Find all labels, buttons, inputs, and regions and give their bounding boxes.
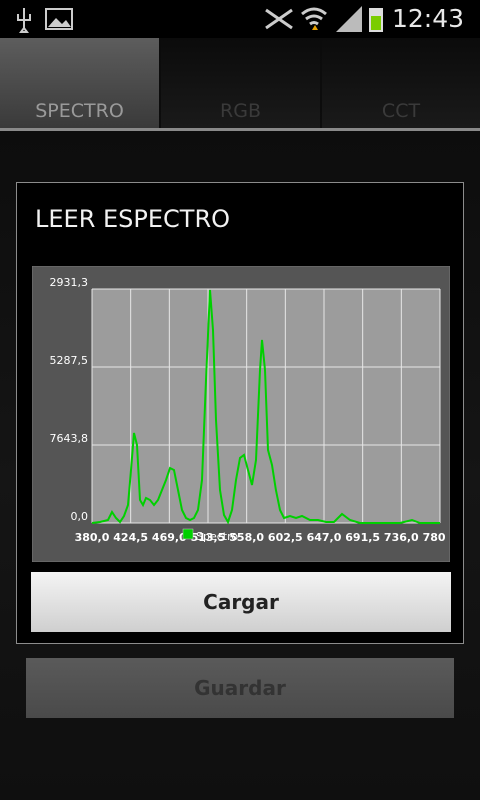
x-tick-label: 380,0 (75, 531, 110, 544)
y-tick-label: 15287,5 (43, 354, 89, 367)
tick-labels: 0,0 7643,8 15287,5 22931,3 380,0 424,5 469,0 51… (43, 276, 450, 544)
x-tick-label: 513,5 (191, 531, 226, 544)
x-tick-label: 558,0 (229, 531, 264, 544)
tab-bar: SPECTRO RGB CCT (0, 38, 480, 131)
x-tick-label: 691,5 (345, 531, 380, 544)
spectrum-line (91, 289, 440, 525)
x-tick-label: 424,5 (113, 531, 148, 544)
legend-swatch (182, 528, 194, 540)
tab[interactable]: RGB (161, 38, 320, 128)
x-tick-label: 469,0 (152, 531, 187, 544)
tab[interactable]: SPECTRO (0, 38, 159, 128)
dialog-title: LEER ESPECTRO (35, 205, 231, 233)
status-icons (17, 8, 73, 33)
save-button[interactable]: Guardar (26, 658, 454, 718)
y-tick-label: 22931,3 (43, 276, 89, 289)
tab[interactable]: CCT (322, 38, 480, 128)
x-tick-label: 647,0 (307, 531, 342, 544)
x-tick-label: 736,0 (384, 531, 419, 544)
chart: 0,0 7643,8 15287,5 22931,3 380,0 424,5 469,0 51… (32, 266, 450, 562)
y-tick-label: 0,0 (71, 510, 89, 523)
dialog: LEER ESPECTRO 0,0 7643,8 15287,5 22931,3 380… (16, 182, 464, 644)
tab-indicator (0, 128, 480, 131)
x-tick-label: 602,5 (268, 531, 303, 544)
tab-label: CCT (381, 100, 421, 122)
clock: 12:43 (391, 4, 464, 33)
tab-label: SPECTRO (35, 100, 124, 122)
status-icons-right (265, 6, 383, 32)
x-tick-label: 780,5 (423, 531, 450, 544)
legend-label: Spectro (196, 530, 238, 543)
status-bar: 12:43 (0, 0, 480, 38)
tab-label: RGB (220, 100, 261, 122)
load-button[interactable]: Cargar (31, 572, 451, 632)
y-tick-label: 7643,8 (50, 432, 89, 445)
